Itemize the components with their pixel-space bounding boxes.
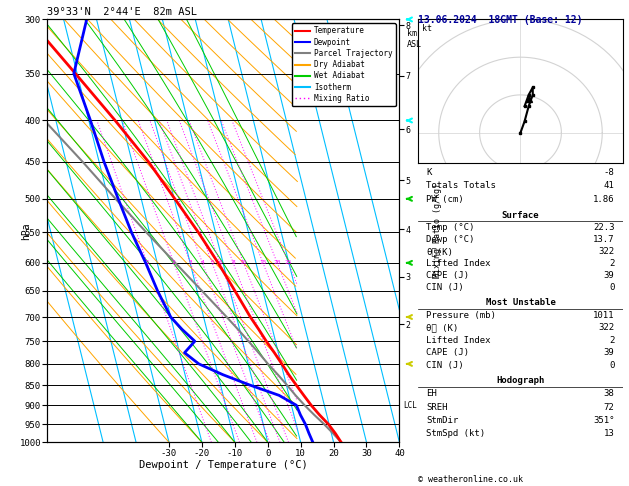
Text: 38: 38: [604, 389, 615, 399]
Text: Temp (°C): Temp (°C): [426, 223, 475, 232]
Text: 15: 15: [259, 260, 267, 265]
Text: 322: 322: [598, 247, 615, 256]
Text: Hodograph: Hodograph: [496, 376, 545, 385]
Text: θᴄ(K): θᴄ(K): [426, 247, 454, 256]
Text: 351°: 351°: [593, 416, 615, 425]
Text: Lifted Index: Lifted Index: [426, 259, 491, 268]
Text: 8: 8: [231, 260, 235, 265]
Text: LCL: LCL: [404, 401, 418, 410]
Text: 1011: 1011: [593, 311, 615, 320]
Text: hPa: hPa: [21, 222, 31, 240]
Text: 1.86: 1.86: [593, 195, 615, 204]
Text: 322: 322: [598, 323, 615, 332]
Text: 20: 20: [274, 260, 281, 265]
Text: 4: 4: [201, 260, 204, 265]
Text: 3: 3: [189, 260, 192, 265]
Text: © weatheronline.co.uk: © weatheronline.co.uk: [418, 474, 523, 484]
Text: -8: -8: [604, 168, 615, 176]
Text: 13: 13: [604, 429, 615, 438]
Text: 39: 39: [604, 348, 615, 358]
Text: 5: 5: [210, 260, 214, 265]
Text: θᴄ (K): θᴄ (K): [426, 323, 459, 332]
Text: 41: 41: [604, 181, 615, 191]
Text: 6: 6: [218, 260, 222, 265]
Text: 1: 1: [145, 260, 149, 265]
Text: 39: 39: [604, 271, 615, 280]
Text: CAPE (J): CAPE (J): [426, 271, 469, 280]
Text: CIN (J): CIN (J): [426, 283, 464, 293]
Text: StmDir: StmDir: [426, 416, 459, 425]
Text: kt: kt: [423, 24, 432, 33]
Text: CIN (J): CIN (J): [426, 361, 464, 370]
Text: StmSpd (kt): StmSpd (kt): [426, 429, 486, 438]
Text: Lifted Index: Lifted Index: [426, 336, 491, 345]
Text: PW (cm): PW (cm): [426, 195, 464, 204]
Text: Totals Totals: Totals Totals: [426, 181, 496, 191]
Text: 13.7: 13.7: [593, 235, 615, 244]
Text: 10: 10: [240, 260, 247, 265]
Text: CAPE (J): CAPE (J): [426, 348, 469, 358]
Text: 22.3: 22.3: [593, 223, 615, 232]
Text: 72: 72: [604, 402, 615, 412]
Text: km
ASL: km ASL: [407, 29, 422, 49]
X-axis label: Dewpoint / Temperature (°C): Dewpoint / Temperature (°C): [139, 460, 308, 470]
Text: 25: 25: [285, 260, 292, 265]
Text: 13.06.2024  18GMT (Base: 12): 13.06.2024 18GMT (Base: 12): [418, 15, 583, 25]
Text: 39°33'N  2°44'E  82m ASL: 39°33'N 2°44'E 82m ASL: [47, 7, 197, 17]
Legend: Temperature, Dewpoint, Parcel Trajectory, Dry Adiabat, Wet Adiabat, Isotherm, Mi: Temperature, Dewpoint, Parcel Trajectory…: [292, 23, 396, 106]
Text: 0: 0: [609, 283, 615, 293]
Text: Surface: Surface: [502, 210, 539, 220]
Text: 0: 0: [609, 361, 615, 370]
Text: 2: 2: [609, 336, 615, 345]
Text: K: K: [426, 168, 432, 176]
Text: Most Unstable: Most Unstable: [486, 298, 555, 307]
Text: EH: EH: [426, 389, 437, 399]
Text: SREH: SREH: [426, 402, 448, 412]
Text: Mixing Ratio (g/kg): Mixing Ratio (g/kg): [433, 183, 442, 278]
Text: 2: 2: [609, 259, 615, 268]
Text: 2: 2: [172, 260, 175, 265]
Text: Dewp (°C): Dewp (°C): [426, 235, 475, 244]
Text: Pressure (mb): Pressure (mb): [426, 311, 496, 320]
